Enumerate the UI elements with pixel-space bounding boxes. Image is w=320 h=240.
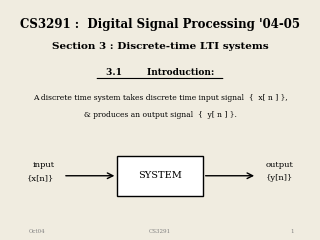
Text: input: input [32, 161, 54, 169]
Text: SYSTEM: SYSTEM [138, 171, 182, 180]
Text: A discrete time system takes discrete time input signal  {  x[ n ] },: A discrete time system takes discrete ti… [33, 94, 287, 102]
Text: output: output [266, 161, 293, 169]
FancyBboxPatch shape [117, 156, 203, 196]
Text: Section 3 : Discrete-time LTI systems: Section 3 : Discrete-time LTI systems [52, 42, 268, 51]
Text: & produces an output signal  {  y[ n ] }.: & produces an output signal { y[ n ] }. [84, 110, 236, 119]
Text: Oct04: Oct04 [29, 229, 45, 234]
Text: {y[n]}: {y[n]} [266, 174, 293, 182]
Text: CS3291 :  Digital Signal Processing '04-05: CS3291 : Digital Signal Processing '04-0… [20, 18, 300, 31]
Text: {x[n]}: {x[n]} [27, 174, 54, 182]
Text: CS3291: CS3291 [149, 229, 171, 234]
Text: 1: 1 [291, 229, 294, 234]
Text: 3.1        Introduction:: 3.1 Introduction: [106, 68, 214, 77]
